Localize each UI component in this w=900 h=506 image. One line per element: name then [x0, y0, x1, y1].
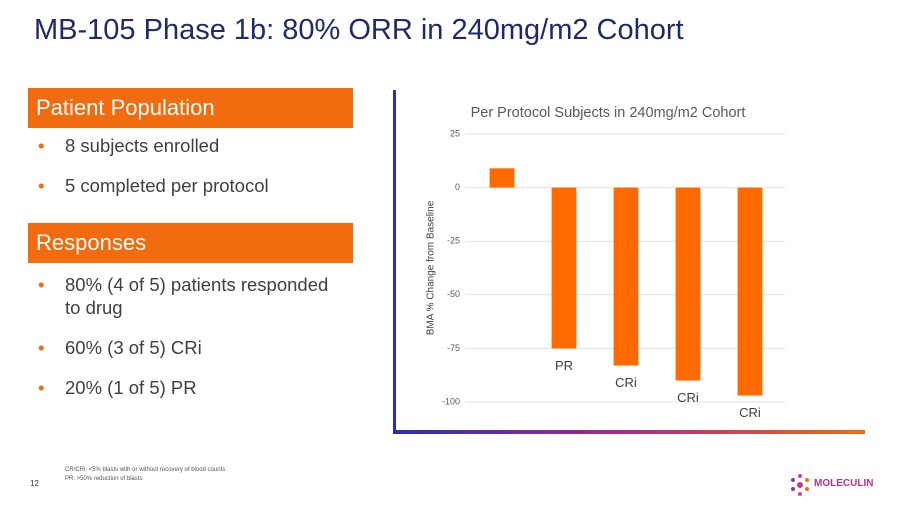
- chart-border: [393, 90, 396, 434]
- y-tick-label: -100: [442, 396, 460, 406]
- y-tick-label: -75: [447, 343, 460, 353]
- bar: [489, 168, 515, 188]
- bullet: 5 completed per protocol: [38, 174, 338, 197]
- bullet-list: 8 subjects enrolled 5 completed per prot…: [38, 134, 338, 214]
- bullet: 80% (4 of 5) patients responded to drug: [38, 273, 338, 319]
- bar-label: CRi: [739, 405, 761, 420]
- slide-title: MB-105 Phase 1b: 80% ORR in 240mg/m2 Coh…: [34, 14, 684, 46]
- bar-label: CRi: [615, 375, 637, 390]
- bar: [551, 187, 577, 349]
- bullet: 20% (1 of 5) PR: [38, 376, 338, 399]
- bar-label: PR: [555, 358, 573, 373]
- section-heading: Patient Population: [28, 88, 353, 128]
- bullet-list: 80% (4 of 5) patients responded to drug …: [38, 273, 338, 416]
- bullet: 8 subjects enrolled: [38, 134, 338, 157]
- y-axis-label: BMA % Change from Baseline: [426, 200, 437, 335]
- y-tick-label: -50: [447, 289, 460, 299]
- bar-label: CRi: [677, 390, 699, 405]
- footnote: CR/CRi: <5% blasts with or without recov…: [65, 467, 226, 473]
- bar: [737, 187, 763, 396]
- logo-icon: [791, 474, 809, 496]
- y-tick-label: 0: [455, 182, 460, 192]
- y-tick-label: -25: [447, 236, 460, 246]
- section-heading: Responses: [28, 223, 353, 263]
- bar: [675, 187, 701, 381]
- bullet: 60% (3 of 5) CRi: [38, 336, 338, 359]
- footnote: PR: >50% reduction of blasts: [65, 476, 143, 482]
- chart-border: [393, 430, 865, 434]
- page-number: 12: [30, 479, 39, 488]
- logo: MOLECULIN: [814, 478, 874, 489]
- chart-title: Per Protocol Subjects in 240mg/m2 Cohort: [471, 105, 746, 121]
- y-tick-label: 25: [450, 128, 460, 138]
- bar: [613, 187, 639, 366]
